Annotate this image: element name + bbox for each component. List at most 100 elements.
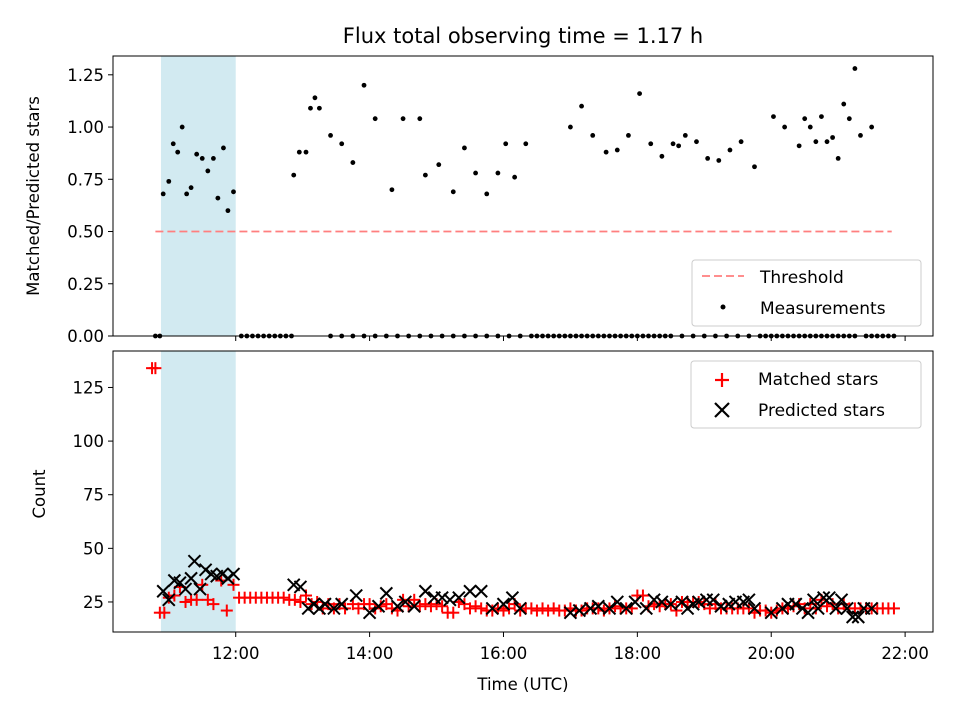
- matched-star-point: [227, 578, 240, 591]
- predicted-star-point: [747, 601, 762, 616]
- predicted-star-point: [513, 601, 527, 616]
- predicted-star-point: [327, 601, 341, 616]
- matched-star-point: [190, 593, 203, 606]
- measurement-point: [231, 189, 236, 195]
- y-axis-label: Count: [30, 469, 49, 519]
- measurement-point: [436, 162, 442, 168]
- matched-star-point: [158, 606, 171, 619]
- predicted-star-point: [379, 586, 394, 601]
- measurement-point: [417, 116, 423, 122]
- measurement-point: [771, 114, 776, 119]
- predicted-star-point: [435, 590, 449, 605]
- matched-star-point: [514, 604, 527, 617]
- predicted-star-point: [362, 605, 377, 620]
- predicted-star-point: [789, 597, 803, 611]
- measurement-point: [626, 133, 631, 138]
- x-tick-label: 20:00: [747, 644, 795, 663]
- measurement-point: [170, 141, 176, 147]
- matched-star-point: [530, 604, 543, 617]
- measurement-point: [568, 124, 573, 130]
- highlight-span: [160, 56, 236, 336]
- measurement-point: [705, 155, 711, 161]
- matched-star-point: [196, 578, 209, 591]
- predicted-star-point: [162, 593, 176, 607]
- measurement-point: [194, 151, 200, 157]
- flux-ratio-panel: 0.00 0.25 0.50 0.75 1.00 1.25 Flux total obse…: [24, 24, 934, 346]
- measurement-point: [813, 139, 819, 145]
- y-tick-label: 25: [83, 593, 104, 612]
- matched-star-point: [592, 602, 605, 615]
- measurement-point: [670, 141, 676, 147]
- x-tick-label: 22:00: [881, 644, 929, 663]
- measurement-point: [462, 145, 467, 151]
- legend-box: [690, 360, 922, 429]
- measurement-point: [400, 116, 406, 122]
- matched-star-point: [408, 593, 421, 606]
- predicted-star-point: [742, 593, 756, 607]
- measurement-point: [694, 139, 699, 145]
- measurement-point: [752, 164, 757, 170]
- y-axis-label: Matched/Predicted stars: [24, 96, 43, 296]
- measurement-point: [579, 103, 584, 109]
- axes-frame: [112, 55, 934, 337]
- matched-star-point: [497, 604, 510, 617]
- measurement-point: [473, 170, 478, 176]
- matched-star-point: [294, 595, 307, 608]
- predicted-star-point: [193, 582, 207, 596]
- measurement-point: [495, 170, 501, 176]
- predicted-star-point: [572, 603, 587, 618]
- measurement-point: [603, 149, 609, 155]
- measurement-point: [484, 191, 490, 197]
- y-tick-label: 125: [73, 378, 105, 397]
- predicted-star-point: [390, 599, 405, 613]
- measurement-point: [160, 191, 166, 197]
- predicted-star-point: [764, 605, 778, 620]
- measurement-point: [727, 147, 733, 153]
- matched-star-point: [653, 600, 666, 613]
- predicted-star-point: [851, 610, 865, 624]
- predicted-star-point: [178, 582, 193, 596]
- matched-star-point: [536, 602, 549, 615]
- measurement-point: [308, 105, 313, 111]
- measurement-point: [350, 160, 356, 165]
- legend-measurements-label: Measurements: [760, 299, 886, 319]
- measurement-point: [503, 141, 509, 147]
- measurement-point: [869, 124, 875, 130]
- y-tick-label: 100: [73, 432, 105, 451]
- predicted-star-point: [610, 595, 624, 609]
- measurement-point: [659, 153, 665, 159]
- measurement-point: [523, 141, 529, 147]
- measurement-point: [802, 116, 808, 122]
- measurement-point: [807, 124, 813, 130]
- measurement-point: [738, 139, 744, 145]
- measurement-point: [450, 189, 456, 195]
- measurement-point: [215, 195, 221, 201]
- predicted-star-point: [505, 590, 520, 605]
- matched-star-point: [447, 606, 460, 619]
- y-tick-label: 1.25: [67, 66, 104, 85]
- measurement-point: [205, 168, 211, 174]
- predicted-star-point: [864, 601, 879, 616]
- matched-star-point: [525, 602, 538, 615]
- measurement-point: [796, 143, 802, 149]
- predicted-star-point: [485, 601, 500, 616]
- predicted-star-point: [692, 595, 706, 609]
- predicted-star-point: [647, 593, 661, 607]
- x-axis-ticks: [235, 336, 906, 341]
- predicted-star-point: [619, 601, 633, 616]
- predicted-star-point: [834, 593, 849, 607]
- matched-star-point: [636, 589, 649, 602]
- chart-title: Flux total observing time = 1.17 h: [343, 24, 703, 48]
- predicted-star-point: [463, 584, 477, 598]
- axes-frame: [112, 350, 934, 633]
- matched-star-point: [475, 602, 488, 615]
- measurement-point: [682, 133, 688, 138]
- x-tick-label: 12:00: [212, 644, 260, 663]
- predicted-star-point: [583, 601, 598, 616]
- legend-bottom: Matched stars Predicted stars: [690, 360, 922, 429]
- predicted-star-point: [293, 580, 308, 594]
- measurement-point: [303, 149, 309, 155]
- matched-star-point: [220, 604, 233, 617]
- measurement-point: [221, 145, 226, 151]
- measurement-point: [637, 91, 642, 97]
